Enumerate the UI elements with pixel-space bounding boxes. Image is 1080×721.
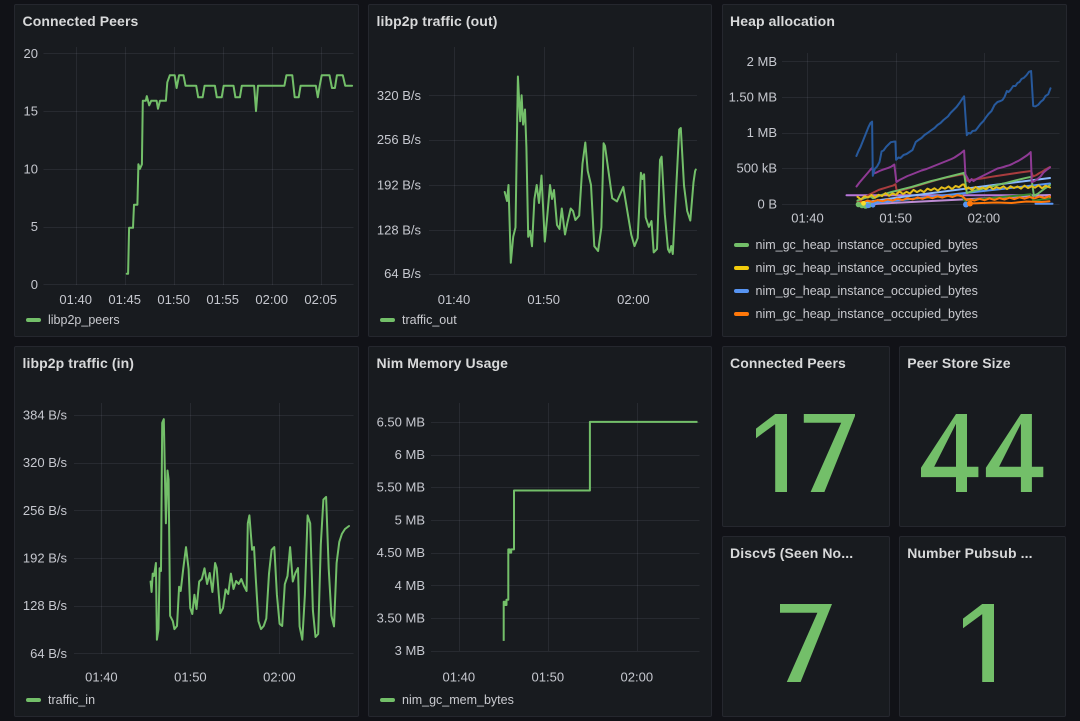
svg-text:02:05: 02:05 (304, 292, 337, 307)
svg-text:10: 10 (24, 161, 38, 176)
svg-text:500 kB: 500 kB (736, 161, 776, 176)
svg-text:02:00: 02:00 (617, 292, 650, 307)
svg-text:01:50: 01:50 (174, 669, 207, 684)
svg-text:01:50: 01:50 (527, 292, 560, 307)
svg-text:3 MB: 3 MB (395, 643, 425, 658)
svg-text:20: 20 (24, 46, 38, 61)
svg-text:6.50 MB: 6.50 MB (377, 414, 425, 429)
svg-text:15: 15 (24, 104, 38, 119)
svg-text:320 B/s: 320 B/s (23, 455, 68, 470)
svg-text:5.50 MB: 5.50 MB (377, 480, 425, 495)
svg-text:0: 0 (31, 277, 38, 292)
svg-text:128 B/s: 128 B/s (377, 223, 422, 238)
svg-text:0 B: 0 B (757, 196, 777, 211)
svg-text:128 B/s: 128 B/s (23, 598, 68, 613)
svg-text:02:00: 02:00 (263, 669, 296, 684)
svg-text:6 MB: 6 MB (395, 447, 425, 462)
svg-text:01:45: 01:45 (108, 292, 141, 307)
svg-text:02:00: 02:00 (621, 669, 654, 684)
svg-text:320 B/s: 320 B/s (377, 88, 422, 103)
svg-text:1 MB: 1 MB (746, 125, 776, 140)
svg-text:01:40: 01:40 (438, 292, 471, 307)
svg-text:4 MB: 4 MB (395, 578, 425, 593)
svg-text:5: 5 (31, 219, 38, 234)
svg-text:5 MB: 5 MB (395, 512, 425, 527)
svg-text:01:40: 01:40 (443, 669, 476, 684)
svg-text:4.50 MB: 4.50 MB (377, 545, 425, 560)
svg-text:256 B/s: 256 B/s (23, 503, 68, 518)
svg-text:01:50: 01:50 (879, 211, 912, 226)
svg-text:02:00: 02:00 (967, 211, 1000, 226)
svg-text:01:40: 01:40 (85, 669, 118, 684)
svg-text:01:55: 01:55 (206, 292, 239, 307)
svg-text:384 B/s: 384 B/s (23, 408, 68, 423)
svg-text:1.50 MB: 1.50 MB (728, 90, 776, 105)
svg-text:3.50 MB: 3.50 MB (377, 611, 425, 626)
svg-text:2 MB: 2 MB (746, 54, 776, 69)
svg-text:192 B/s: 192 B/s (377, 178, 422, 193)
svg-text:01:50: 01:50 (157, 292, 190, 307)
svg-text:02:00: 02:00 (255, 292, 288, 307)
svg-text:01:40: 01:40 (791, 211, 824, 226)
svg-text:256 B/s: 256 B/s (377, 132, 422, 147)
svg-text:192 B/s: 192 B/s (23, 551, 68, 566)
svg-text:01:50: 01:50 (532, 669, 565, 684)
svg-text:64 B/s: 64 B/s (384, 266, 421, 281)
svg-text:01:40: 01:40 (59, 292, 92, 307)
svg-text:64 B/s: 64 B/s (30, 646, 67, 661)
